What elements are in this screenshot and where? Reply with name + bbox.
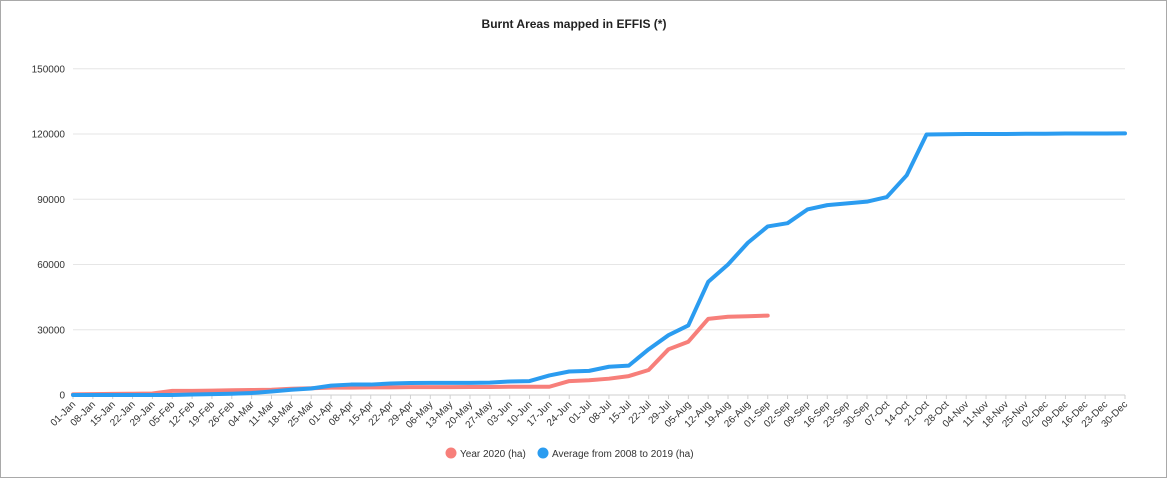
legend-marker-series-2 — [537, 447, 549, 459]
y-tick-label: 120000 — [32, 130, 66, 141]
series-line-2[interactable] — [71, 131, 1127, 397]
grid-layer — [73, 68, 1125, 396]
chart-title: Burnt Areas mapped in EFFIS (*) — [482, 17, 667, 31]
x-axis-ticks: 01-Jan08-Jan15-Jan22-Jan29-Jan05-Feb12-F… — [49, 395, 1130, 431]
y-tick-label: 60000 — [37, 260, 65, 271]
legend: Year 2020 (ha) Average from 2008 to 2019… — [445, 447, 694, 461]
series-layer — [71, 131, 1127, 397]
legend-item-series-2[interactable]: Average from 2008 to 2019 (ha) — [537, 447, 694, 461]
y-tick-label: 90000 — [37, 195, 65, 206]
y-tick-label: 0 — [59, 391, 65, 402]
y-tick-label: 30000 — [37, 325, 65, 336]
y-tick-label: 150000 — [32, 64, 66, 75]
series-line-1[interactable] — [71, 313, 770, 397]
legend-label-series-2: Average from 2008 to 2019 (ha) — [552, 449, 694, 460]
legend-marker-series-1 — [445, 447, 457, 459]
legend-item-series-1[interactable]: Year 2020 (ha) — [445, 447, 526, 461]
y-axis-ticks: 0 30000 60000 90000 120000 150000 — [32, 64, 66, 401]
legend-label-series-1: Year 2020 (ha) — [460, 449, 526, 460]
